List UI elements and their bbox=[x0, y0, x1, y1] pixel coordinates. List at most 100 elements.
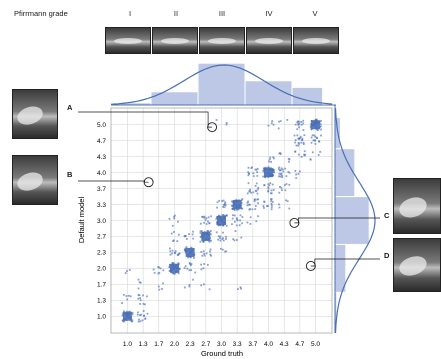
data-point bbox=[249, 223, 252, 225]
data-point bbox=[302, 143, 305, 145]
mri-image-case-c bbox=[393, 178, 441, 234]
data-point bbox=[170, 232, 173, 235]
y-tick-label: 3.0 bbox=[97, 218, 106, 225]
data-point bbox=[286, 119, 289, 121]
data-point bbox=[278, 203, 280, 206]
data-point bbox=[267, 166, 270, 169]
x-tick-label: 4.0 bbox=[264, 341, 273, 348]
data-point bbox=[300, 123, 303, 126]
plot-frame bbox=[110, 107, 333, 334]
data-point bbox=[257, 198, 260, 201]
grade-label-1: I bbox=[128, 9, 132, 18]
y-marginal-histogram bbox=[334, 105, 376, 334]
data-point bbox=[235, 217, 238, 220]
mri-image-case-a bbox=[12, 89, 58, 139]
data-point bbox=[255, 190, 258, 193]
data-point bbox=[270, 161, 272, 163]
data-point bbox=[169, 264, 171, 267]
data-point bbox=[177, 262, 180, 265]
data-point bbox=[202, 250, 205, 253]
data-point bbox=[123, 310, 125, 313]
data-point bbox=[199, 232, 202, 234]
data-point bbox=[288, 160, 290, 163]
data-point bbox=[203, 263, 205, 265]
data-point bbox=[130, 320, 133, 323]
data-point bbox=[286, 200, 289, 203]
data-point bbox=[203, 221, 205, 224]
data-point bbox=[173, 239, 175, 242]
data-point bbox=[235, 198, 238, 201]
data-point bbox=[171, 224, 174, 227]
data-point bbox=[225, 122, 228, 124]
data-point bbox=[288, 171, 291, 174]
data-point bbox=[273, 157, 275, 160]
data-point bbox=[233, 214, 236, 217]
data-point bbox=[279, 186, 281, 188]
data-point bbox=[142, 303, 145, 305]
data-point bbox=[174, 250, 177, 253]
data-point bbox=[280, 186, 283, 189]
data-point bbox=[136, 313, 139, 316]
data-point bbox=[217, 235, 220, 238]
data-point bbox=[254, 185, 257, 187]
data-point bbox=[263, 201, 266, 203]
data-point bbox=[221, 238, 224, 241]
data-point bbox=[269, 156, 272, 159]
y-tick-label: 3.7 bbox=[97, 186, 106, 193]
data-point bbox=[216, 201, 219, 204]
data-point bbox=[267, 190, 270, 192]
data-point bbox=[264, 166, 266, 169]
callout-line-b bbox=[78, 180, 149, 183]
data-point bbox=[271, 200, 274, 203]
data-point bbox=[270, 206, 273, 209]
data-point bbox=[139, 297, 141, 299]
data-point bbox=[279, 120, 282, 122]
data-point bbox=[121, 320, 124, 322]
data-point bbox=[300, 155, 303, 158]
data-point bbox=[208, 240, 211, 243]
data-point bbox=[254, 205, 257, 207]
data-point bbox=[140, 313, 143, 316]
data-point bbox=[222, 239, 225, 242]
data-point bbox=[210, 254, 212, 257]
data-point bbox=[312, 139, 315, 142]
data-point bbox=[246, 221, 249, 224]
data-point bbox=[129, 295, 132, 298]
data-point bbox=[319, 123, 322, 126]
data-point bbox=[187, 256, 189, 259]
data-point bbox=[256, 171, 258, 174]
data-point bbox=[207, 230, 209, 232]
x-tick-label: 2.7 bbox=[201, 341, 210, 348]
data-point bbox=[247, 174, 250, 177]
data-point bbox=[201, 254, 204, 257]
data-point bbox=[224, 250, 226, 253]
data-point bbox=[301, 139, 304, 141]
y-tick-label: 1.7 bbox=[97, 282, 106, 289]
data-point bbox=[222, 224, 225, 227]
data-point bbox=[137, 287, 140, 290]
data-point bbox=[172, 262, 175, 265]
data-point bbox=[194, 271, 197, 274]
data-point bbox=[294, 150, 296, 153]
data-point bbox=[192, 278, 194, 281]
data-point bbox=[246, 201, 249, 204]
data-point bbox=[247, 182, 250, 185]
data-point bbox=[200, 230, 203, 232]
data-point bbox=[168, 218, 171, 220]
data-point bbox=[200, 284, 203, 287]
data-point bbox=[311, 134, 314, 137]
data-point bbox=[250, 191, 253, 194]
data-point bbox=[125, 295, 128, 297]
data-point bbox=[264, 176, 267, 179]
data-point bbox=[298, 138, 300, 140]
data-point bbox=[159, 267, 162, 270]
data-point bbox=[268, 184, 271, 187]
data-point bbox=[158, 266, 160, 269]
data-point bbox=[131, 319, 134, 322]
data-point bbox=[221, 200, 224, 202]
data-point bbox=[177, 220, 179, 223]
data-point bbox=[247, 200, 249, 203]
pfirrmann-grade-heading: Pfirrmann grade bbox=[14, 9, 68, 18]
data-point bbox=[186, 238, 188, 240]
data-point bbox=[309, 126, 312, 129]
